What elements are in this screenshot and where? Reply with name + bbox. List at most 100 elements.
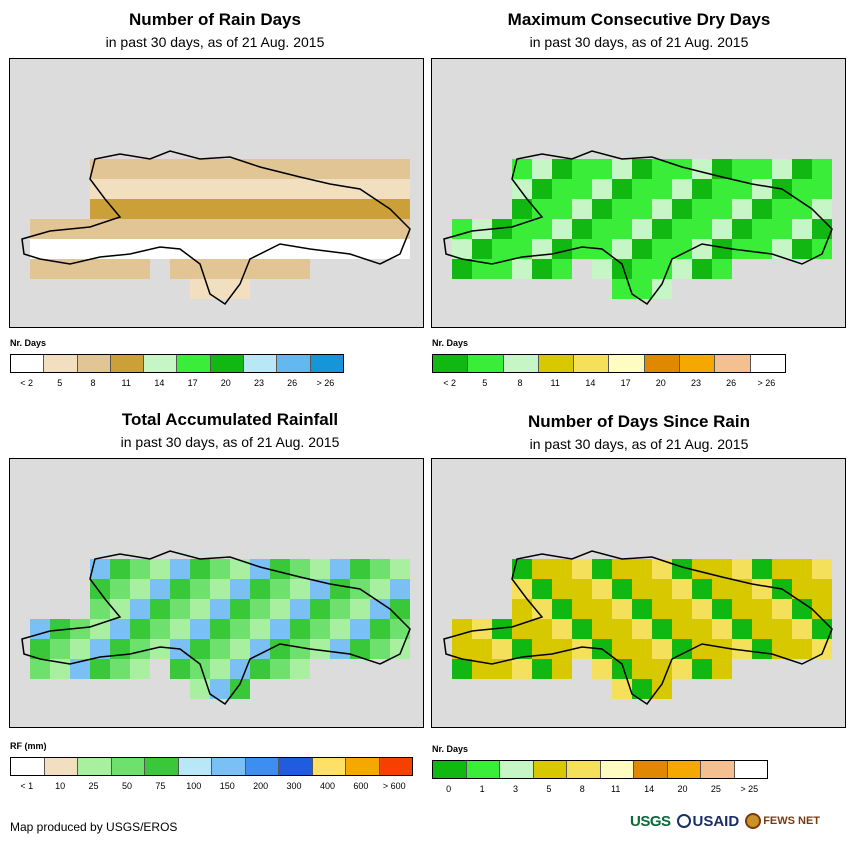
raster-cell	[190, 619, 210, 639]
raster-cell	[692, 219, 712, 239]
legend-label: 8	[90, 378, 96, 388]
raster-cell	[310, 599, 330, 619]
raster-cell	[150, 599, 170, 619]
raster-cell	[652, 179, 672, 199]
raster-cell	[732, 219, 752, 239]
raster-cell	[512, 179, 532, 199]
raster-cell	[552, 579, 572, 599]
legend-label: 20	[677, 784, 688, 794]
raster-cell	[150, 199, 170, 219]
raster-cell	[150, 179, 170, 199]
raster-cell	[330, 619, 350, 639]
raster-cell	[210, 579, 230, 599]
raster-cell	[652, 659, 672, 679]
raster-cell	[672, 239, 692, 259]
raster-cell	[672, 619, 692, 639]
raster-cell	[110, 179, 130, 199]
raster-cell	[210, 639, 230, 659]
raster-cell	[672, 659, 692, 679]
raster-cell	[532, 199, 552, 219]
coastline	[21, 550, 411, 706]
legend-swatch	[714, 355, 750, 372]
fews-net-logo: FEWS NET	[745, 813, 820, 829]
raster-cell	[190, 219, 210, 239]
raster-cell	[190, 239, 210, 259]
legend-label: 150	[219, 781, 235, 791]
raster-cell	[572, 179, 592, 199]
raster-cell	[652, 619, 672, 639]
coastline	[443, 550, 833, 706]
raster-cell	[270, 579, 290, 599]
raster-cell	[90, 559, 110, 579]
raster-cell	[692, 159, 712, 179]
raster-cell	[772, 159, 792, 179]
raster-cell	[130, 199, 150, 219]
raster-cell	[150, 559, 170, 579]
raster-cell	[592, 659, 612, 679]
raster-cell	[532, 599, 552, 619]
raster-cell	[230, 179, 250, 199]
raster-cell	[210, 679, 230, 699]
raster-cell	[210, 199, 230, 219]
raster-cell	[512, 199, 532, 219]
raster-cell	[110, 199, 130, 219]
legend-swatch	[11, 355, 44, 372]
raster-cell	[70, 639, 90, 659]
raster-cell	[170, 559, 190, 579]
raster-cell	[612, 279, 632, 299]
raster-cell	[712, 559, 732, 579]
legend-label: 100	[186, 781, 202, 791]
raster-cell	[732, 179, 752, 199]
legend-swatch	[209, 355, 244, 372]
legend-labels: < 2 5 8 11 14 17 20 23 26 > 26	[10, 378, 342, 390]
raster-cell	[290, 259, 310, 279]
raster-cell	[712, 619, 732, 639]
legend-swatch	[599, 761, 633, 778]
raster-cell	[732, 159, 752, 179]
panel-title: Maximum Consecutive Dry Days	[507, 10, 771, 29]
raster-cell	[632, 179, 652, 199]
raster-cell	[652, 259, 672, 279]
raster-cell	[572, 579, 592, 599]
raster-cell	[632, 219, 652, 239]
raster-cell	[390, 179, 410, 199]
raster-cell	[712, 159, 732, 179]
raster-cell	[472, 639, 492, 659]
raster-cell	[692, 559, 712, 579]
legend-labels: < 1 10 25 50 75 100 150 200 300 400 600 > 600	[10, 781, 411, 793]
coastline	[443, 150, 833, 306]
raster-cell	[370, 179, 390, 199]
raster-cell	[492, 659, 512, 679]
partner-logos: USGS USAID FEWS NET	[630, 808, 820, 834]
raster-cell	[310, 159, 330, 179]
raster-cell	[270, 239, 290, 259]
raster-cell	[532, 219, 552, 239]
panel-subtitle: in past 30 days, as of 21 Aug. 2015	[529, 436, 749, 452]
legend-swatch	[309, 355, 343, 372]
raster-cell	[170, 259, 190, 279]
legend-swatch	[244, 758, 278, 775]
legend-label: > 26	[757, 378, 776, 388]
raster-cell	[552, 659, 572, 679]
raster-cell	[270, 559, 290, 579]
raster-cell	[512, 159, 532, 179]
raster-cell	[572, 219, 592, 239]
raster-cell	[632, 639, 652, 659]
usaid-logo-text: USAID	[692, 812, 740, 830]
legend-title: Nr. Days	[432, 744, 469, 754]
raster-cell	[50, 639, 70, 659]
raster-cell	[210, 239, 230, 259]
raster-cell	[350, 639, 370, 659]
coastline	[21, 150, 411, 306]
raster-cell	[552, 159, 572, 179]
raster-cell	[350, 599, 370, 619]
raster-cell	[792, 579, 812, 599]
raster-cell	[632, 199, 652, 219]
legend-label: < 2	[443, 378, 456, 388]
panel-title: Number of Rain Days	[129, 10, 301, 29]
raster-cell	[70, 219, 90, 239]
raster-cell	[170, 219, 190, 239]
raster-cell	[250, 619, 270, 639]
legend-swatch	[433, 355, 468, 372]
raster-cell	[532, 559, 552, 579]
